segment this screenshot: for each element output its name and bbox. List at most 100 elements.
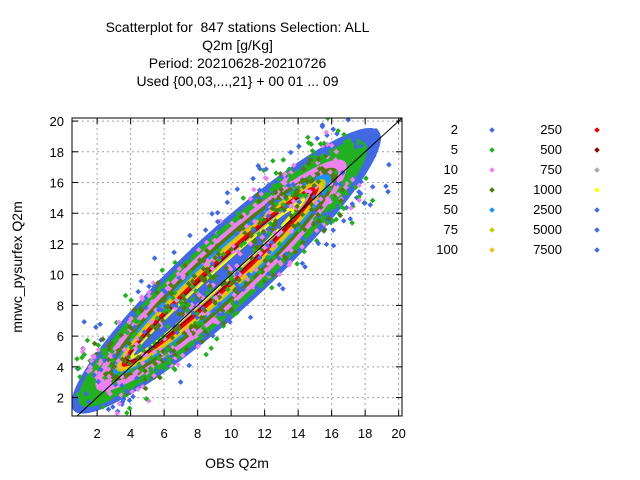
scatter-point xyxy=(264,205,271,211)
scatter-point xyxy=(238,213,245,220)
scatter-point xyxy=(126,340,133,347)
scatter-point xyxy=(256,231,262,237)
scatter-point xyxy=(169,349,176,355)
scatter-point xyxy=(347,216,354,222)
scatter-point xyxy=(123,388,130,395)
scatter-point xyxy=(225,286,231,293)
scatter-point xyxy=(227,266,234,273)
scatter-point xyxy=(247,196,254,202)
scatter-point xyxy=(79,354,85,361)
scatter-point xyxy=(216,311,222,318)
scatter-point xyxy=(176,298,183,305)
scatter-point xyxy=(151,372,157,379)
scatter-point xyxy=(102,374,108,381)
scatter-point xyxy=(172,352,178,358)
legend-marker xyxy=(594,187,600,193)
scatter-point xyxy=(257,250,264,257)
legend-marker xyxy=(489,207,495,213)
scatter-point xyxy=(177,337,184,344)
scatter-point xyxy=(124,410,130,416)
scatter-point xyxy=(256,269,263,275)
scatter-point xyxy=(331,153,338,159)
scatter-point xyxy=(128,315,134,322)
scatter-point xyxy=(356,182,363,189)
scatter-point xyxy=(193,330,200,337)
scatter-point xyxy=(276,241,283,247)
scatter-point xyxy=(315,178,322,185)
scatter-point xyxy=(99,386,106,392)
scatter-point xyxy=(209,239,216,246)
scatter-point xyxy=(265,213,272,219)
scatter-point xyxy=(87,364,94,370)
scatter-point xyxy=(280,179,286,186)
scatter-point xyxy=(277,232,283,239)
scatter-point xyxy=(202,308,208,314)
scatter-point xyxy=(167,356,173,363)
x-tick-label: 6 xyxy=(161,426,168,441)
scatter-point xyxy=(216,301,223,308)
scatter-point xyxy=(290,181,296,188)
scatter-point xyxy=(258,283,265,290)
scatter-point xyxy=(179,352,186,359)
scatter-point xyxy=(74,356,80,362)
scatter-point xyxy=(81,319,87,325)
scatter-point xyxy=(126,319,132,325)
scatter-point xyxy=(161,297,167,304)
scatter-point xyxy=(191,323,198,329)
scatter-point xyxy=(349,147,356,153)
scatter-point xyxy=(214,319,221,326)
scatter-point xyxy=(263,243,270,249)
scatter-point xyxy=(220,280,227,287)
scatter-point xyxy=(128,374,134,381)
scatter-point xyxy=(278,190,285,197)
scatter-point xyxy=(204,266,210,273)
scatter-point xyxy=(91,340,98,347)
scatter-point xyxy=(193,333,199,340)
scatter-point xyxy=(172,341,178,348)
scatter-point xyxy=(128,344,135,351)
scatter-point xyxy=(152,361,159,367)
scatter-point xyxy=(201,332,208,338)
scatter-point xyxy=(80,346,87,352)
x-tick-label: 2 xyxy=(94,426,101,441)
scatter-point xyxy=(264,254,271,261)
scatter-point xyxy=(169,302,176,309)
scatter-point xyxy=(135,386,141,393)
scatter-point xyxy=(311,182,318,189)
scatter-point xyxy=(254,244,261,250)
scatter-point xyxy=(330,242,337,249)
scatter-point xyxy=(203,351,209,358)
scatter-point xyxy=(142,313,149,319)
scatter-point xyxy=(272,229,278,236)
scatter-point xyxy=(181,330,188,336)
scatter-point xyxy=(169,363,175,370)
scatter-point xyxy=(341,205,347,212)
scatter-point xyxy=(215,251,222,257)
scatter-point xyxy=(93,324,99,330)
scatter-point xyxy=(246,271,252,278)
scatter-point xyxy=(319,165,326,172)
scatter-point xyxy=(299,260,306,267)
scatter-point xyxy=(181,296,187,302)
scatter-point xyxy=(139,360,146,366)
scatter-point xyxy=(111,353,118,359)
scatter-point xyxy=(145,375,151,382)
legend-marker xyxy=(489,167,495,173)
scatter-point xyxy=(220,251,227,257)
scatter-point xyxy=(327,169,333,175)
legend-marker xyxy=(594,167,600,173)
scatter-point xyxy=(336,200,343,206)
scatter-point xyxy=(252,202,258,208)
scatter-point xyxy=(200,325,207,331)
scatter-point xyxy=(276,176,283,183)
scatter-point xyxy=(253,284,260,291)
scatter-point xyxy=(221,320,227,327)
scatter-point xyxy=(190,246,197,253)
scatter-point xyxy=(314,171,321,177)
scatter-point xyxy=(240,195,247,201)
scatter-point xyxy=(179,311,186,317)
scatter-point xyxy=(251,247,258,253)
scatter-point xyxy=(216,257,222,263)
scatter-point xyxy=(279,194,286,200)
scatter-point xyxy=(339,187,346,193)
